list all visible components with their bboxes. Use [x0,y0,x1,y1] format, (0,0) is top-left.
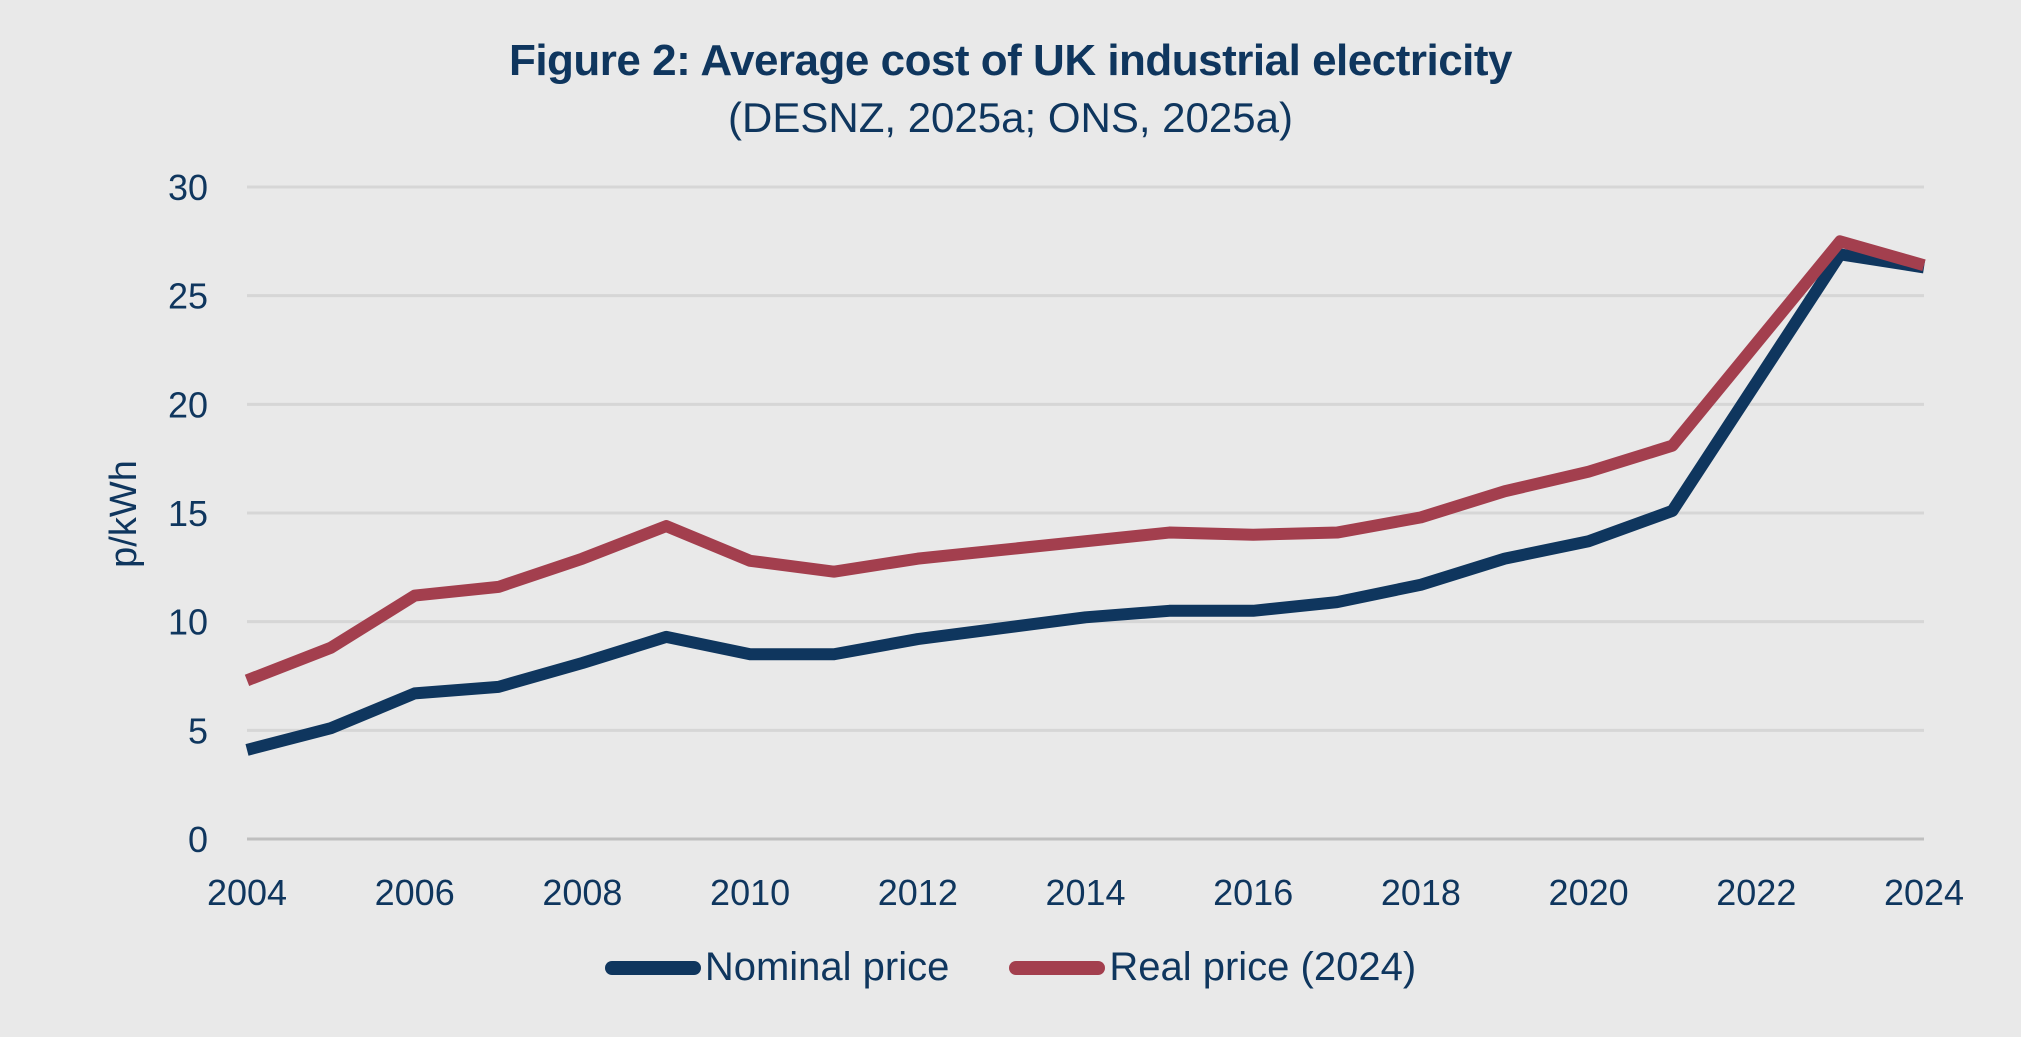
x-tick-label: 2006 [375,872,455,913]
chart-title: Figure 2: Average cost of UK industrial … [508,36,1513,85]
series-line-nominal [245,248,1925,756]
y-tick-label: 10 [168,602,208,643]
x-tick-label: 2008 [542,872,622,913]
y-tick-label: 25 [168,276,208,317]
x-tick-label: 2024 [1884,872,1964,913]
x-tick-label: 2022 [1716,872,1796,913]
chart-subtitle: (DESNZ, 2025a; ONS, 2025a) [728,94,1293,141]
legend-item-real[interactable]: Real price (2024) [1009,945,1416,990]
x-tick-label: 2016 [1213,872,1293,913]
y-tick-label: 0 [188,819,208,860]
legend-swatch-real [1009,960,1106,975]
y-tick-label: 20 [168,384,208,425]
x-tick-label: 2020 [1549,872,1629,913]
legend-label-nominal: Nominal price [704,945,950,989]
x-axis-ticks: 2004 2006 2008 2010 2012 2014 2016 2018 2020 2022… [207,872,1964,913]
y-tick-label: 5 [188,710,208,751]
y-tick-label: 30 [168,167,208,208]
legend: Nominal price Real price (2024) [0,945,2021,990]
x-tick-label: 2012 [878,872,958,913]
x-tick-label: 2010 [710,872,790,913]
y-axis-title: p/kWh [103,460,145,568]
x-tick-label: 2018 [1381,872,1461,913]
legend-label-real: Real price (2024) [1109,945,1417,989]
y-tick-label: 15 [168,493,208,534]
y-axis-ticks: 0 5 10 15 20 25 30 [168,167,208,860]
legend-swatch-nominal [604,960,701,975]
x-tick-label: 2014 [1045,872,1125,913]
series-lines [244,235,1926,756]
x-tick-label: 2004 [207,872,287,913]
legend-item-nominal[interactable]: Nominal price [604,945,950,990]
